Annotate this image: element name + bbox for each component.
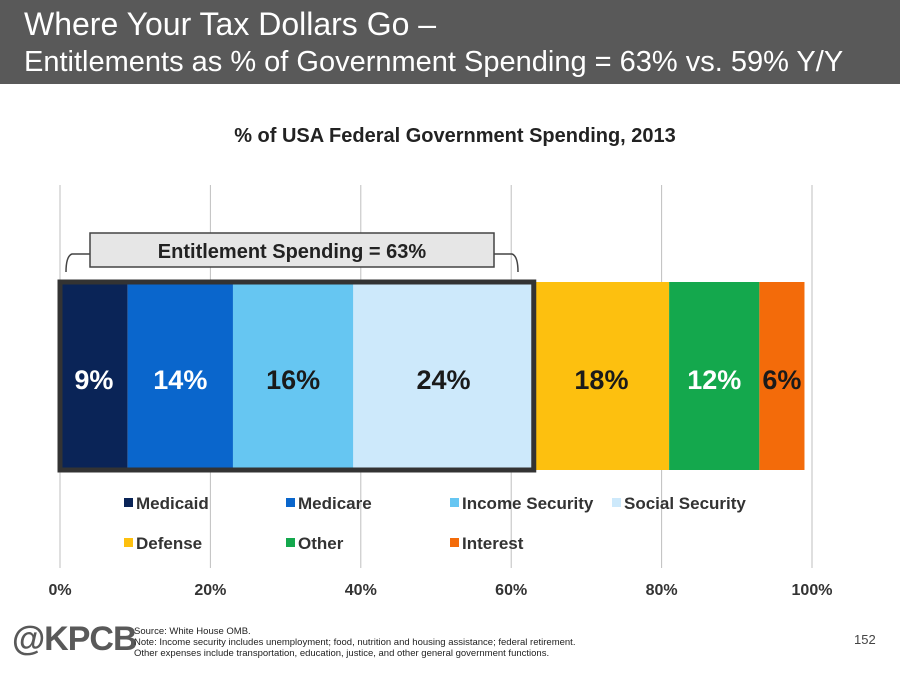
bar-segment-medicaid [60, 282, 128, 470]
bar-segment-income-security [232, 282, 354, 470]
title-banner: Where Your Tax Dollars Go – Entitlements… [0, 0, 900, 84]
bar-segment-medicare [127, 282, 233, 470]
legend-label-medicaid: Medicaid [136, 494, 209, 513]
slide-subtitle: Entitlements as % of Government Spending… [24, 46, 844, 78]
bracket-left [65, 253, 90, 273]
bar-segment-defense [533, 282, 670, 470]
source-note: Source: White House OMB. [134, 626, 251, 637]
x-tick-label-0: 0% [48, 582, 71, 599]
footer-notes: Source: White House OMB. Note: Income se… [134, 626, 575, 659]
legend-label-other: Other [298, 534, 344, 553]
data-label-medicare: 14% [153, 365, 207, 395]
data-label-social-security: 24% [416, 365, 470, 395]
entitlement-outline [57, 279, 537, 473]
annotation-box [89, 232, 495, 268]
x-tick-label-80: 80% [646, 582, 678, 599]
slide-title: Where Your Tax Dollars Go – [24, 6, 437, 42]
x-tick-label-40: 40% [345, 582, 377, 599]
annotation-text: Entitlement Spending = 63% [158, 241, 427, 263]
legend-label-medicare: Medicare [298, 494, 372, 513]
data-label-defense: 18% [574, 365, 628, 395]
data-label-income-security: 16% [266, 365, 320, 395]
bar-segment-interest [759, 282, 805, 470]
bar-segment-other [669, 282, 760, 470]
kpcb-logo: @KPCB [12, 620, 137, 658]
legend-swatch-medicaid [124, 498, 133, 507]
legend-label-social-security: Social Security [624, 494, 746, 513]
chart-title: % of USA Federal Government Spending, 20… [234, 125, 676, 147]
legend-label-defense: Defense [136, 534, 202, 553]
x-tick-label-60: 60% [495, 582, 527, 599]
legend-swatch-social-security [612, 498, 621, 507]
bracket-right [494, 253, 519, 273]
data-label-medicaid: 9% [74, 365, 113, 395]
legend-label-interest: Interest [462, 534, 524, 553]
note-line-2: Other expenses include transportation, e… [134, 648, 550, 659]
x-tick-label-20: 20% [194, 582, 226, 599]
x-tick-label-100: 100% [792, 582, 833, 599]
page-number: 152 [854, 632, 876, 647]
note-line-1: Note: Income security includes unemploym… [134, 637, 576, 648]
data-label-other: 12% [687, 365, 741, 395]
legend-label-income-security: Income Security [462, 494, 594, 513]
bar-segment-social-security [353, 282, 534, 470]
legend-swatch-medicare [286, 498, 295, 507]
data-label-interest: 6% [762, 365, 801, 395]
legend-swatch-other [286, 538, 295, 547]
legend-swatch-interest [450, 538, 459, 547]
legend-swatch-defense [124, 538, 133, 547]
legend-swatch-income-security [450, 498, 459, 507]
